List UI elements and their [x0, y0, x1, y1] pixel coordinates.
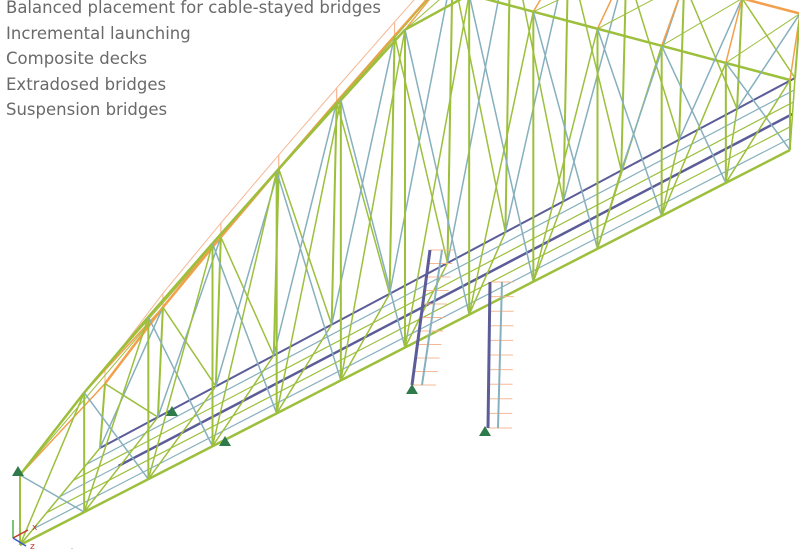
- diagonal: [742, 0, 795, 78]
- top-chord: [20, 393, 84, 475]
- diagonal: [20, 393, 84, 545]
- feature-item: Composite decks: [6, 49, 147, 69]
- diagonal: [563, 0, 626, 201]
- vertical: [621, 0, 626, 170]
- deck-beam: [662, 140, 680, 216]
- diagonal: [510, 0, 563, 201]
- diagonal: [469, 12, 533, 315]
- top-chord: [533, 12, 597, 29]
- vertical: [158, 307, 163, 417]
- diagonal: [341, 30, 405, 381]
- diagonal: [213, 243, 277, 413]
- viewport: x z Balanced placement for cable-stayed b…: [0, 0, 799, 549]
- bracing: [20, 307, 163, 475]
- vertical: [505, 0, 510, 232]
- vertical: [563, 0, 568, 201]
- deck-beam: [213, 356, 274, 447]
- feature-item: Suspension bridges: [6, 100, 167, 120]
- bracing: [662, 0, 742, 46]
- bottom-chord: [20, 512, 84, 545]
- load-diagram: [279, 88, 337, 169]
- triad-label: z: [30, 542, 35, 549]
- diagonal: [105, 384, 158, 418]
- diagonal: [213, 171, 277, 446]
- feature-item: Extradosed bridges: [6, 75, 166, 95]
- vertical: [679, 0, 684, 140]
- diagonal: [163, 307, 216, 386]
- bottom-chord: [148, 446, 212, 479]
- feature-item: Balanced placement for cable-stayed brid…: [6, 0, 381, 18]
- top-strut: [533, 0, 568, 12]
- vertical: [390, 36, 395, 294]
- diagonal: [679, 0, 742, 140]
- diagonal: [469, 0, 533, 282]
- bracing: [405, 0, 510, 30]
- diagonal: [662, 63, 726, 216]
- top-strut: [598, 0, 627, 29]
- triad-label: x: [32, 523, 38, 533]
- deck-beam: [726, 109, 737, 183]
- pier: [488, 282, 490, 428]
- load-diagram: [337, 22, 395, 102]
- deck-beam: [84, 417, 158, 512]
- feature-item: Incremental launching: [6, 24, 191, 44]
- deck-beam: [469, 232, 505, 314]
